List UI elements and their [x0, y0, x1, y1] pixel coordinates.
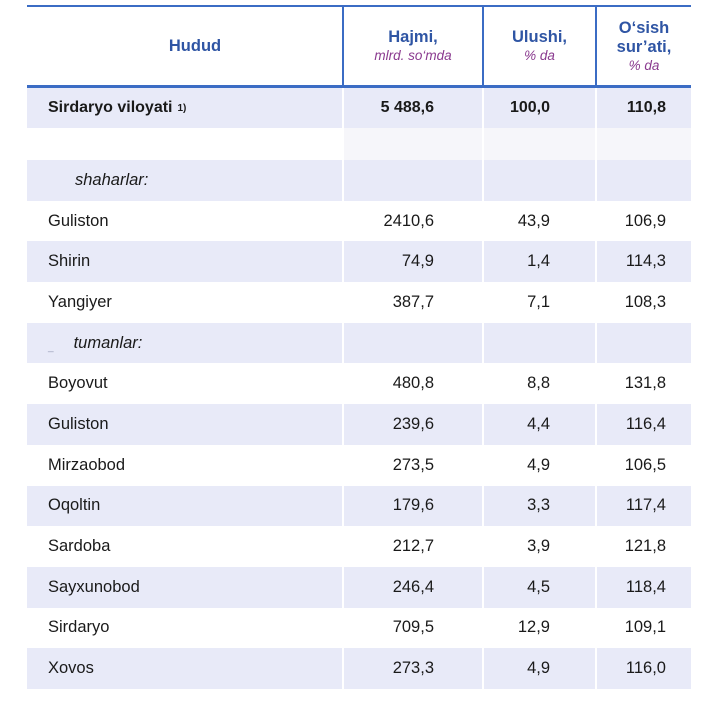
- volume-value: 273,3: [344, 648, 484, 689]
- section-label-districts-cell: _ tumanlar:: [27, 322, 344, 364]
- region-name: Guliston: [27, 404, 344, 445]
- spacer-row: [27, 128, 691, 160]
- growth-value: 114,3: [625, 252, 666, 271]
- volume-value: 74,9: [344, 241, 484, 283]
- growth-value: 108,3: [624, 292, 666, 311]
- volume-value: 212,7: [344, 526, 484, 567]
- header-region: Hudud: [27, 7, 344, 85]
- total-name: Sirdaryo viloyati: [48, 99, 173, 116]
- growth-value: 116,4: [625, 414, 666, 433]
- region-name: Shirin: [27, 241, 344, 283]
- share-value: 7,1: [484, 282, 597, 323]
- section-label-cities: shaharlar:: [27, 160, 344, 201]
- region-name: Mirzaobod: [27, 444, 344, 486]
- share-value: 12,9: [484, 607, 597, 649]
- share-value: 3,9: [484, 526, 597, 567]
- volume-value: 239,6: [344, 404, 484, 445]
- table-row: Shirin 74,9 1,4 114,3: [27, 241, 691, 283]
- growth-value: 118,4: [625, 577, 666, 596]
- growth-value: 109,1: [624, 618, 666, 637]
- total-row: Sirdaryo viloyati 1) 5 488,6 100,0 110,8: [27, 88, 691, 128]
- header-growth-label-a: O‘sish: [618, 18, 670, 37]
- header-region-label: Hudud: [168, 36, 222, 55]
- table-row: Sayxunobod 246,4 4,5 118,4: [27, 566, 691, 608]
- total-volume: 5 488,6: [344, 88, 484, 128]
- share-value: 43,9: [484, 200, 597, 242]
- section-mark: _: [48, 342, 54, 354]
- table-header: Hudud Hajmi, mlrd. so‘mda Ulushi, % da O…: [27, 5, 691, 88]
- region-name: Xovos: [27, 648, 344, 689]
- region-name: Oqoltin: [27, 485, 344, 527]
- table-row: Sardoba 212,7 3,9 121,8: [27, 526, 691, 567]
- volume-value: 480,8: [344, 363, 484, 405]
- share-value: 4,9: [484, 648, 597, 689]
- volume-value: 709,5: [344, 607, 484, 649]
- region-name: Boyovut: [27, 363, 344, 405]
- share-value: 4,4: [484, 404, 597, 445]
- share-value: 3,3: [484, 485, 597, 527]
- total-name-cell: Sirdaryo viloyati 1): [27, 88, 344, 128]
- volume-value: 273,5: [344, 444, 484, 486]
- header-share: Ulushi, % da: [484, 7, 597, 85]
- header-growth-unit: % da: [628, 57, 660, 73]
- table-row: Guliston 2410,6 43,9 106,9: [27, 200, 691, 242]
- share-value: 4,9: [484, 444, 597, 486]
- section-label-districts: tumanlar:: [73, 333, 143, 352]
- volume-value: 246,4: [344, 566, 484, 608]
- region-name: Sayxunobod: [27, 566, 344, 608]
- share-value: 4,5: [484, 566, 597, 608]
- growth-value: 131,8: [624, 374, 666, 393]
- header-growth: O‘sish sur’ati, % da: [597, 7, 691, 85]
- growth-value: 106,9: [624, 211, 666, 230]
- table-row: Yangiyer 387,7 7,1 108,3: [27, 282, 691, 323]
- region-name: Sardoba: [27, 526, 344, 567]
- region-name: Sirdaryo: [27, 607, 344, 649]
- header-volume-unit: mlrd. so‘mda: [374, 48, 452, 63]
- table-row: Oqoltin 179,6 3,3 117,4: [27, 485, 691, 527]
- share-value: 1,4: [484, 241, 597, 283]
- footnote-marker: 1): [177, 102, 187, 114]
- section-row-districts: _ tumanlar:: [27, 322, 691, 364]
- header-volume-label: Hajmi,: [388, 28, 438, 46]
- table-row: Mirzaobod 273,5 4,9 106,5: [27, 444, 691, 486]
- header-volume: Hajmi, mlrd. so‘mda: [344, 7, 484, 85]
- table-row: Boyovut 480,8 8,8 131,8: [27, 363, 691, 405]
- region-name: Yangiyer: [27, 282, 344, 323]
- share-value: 8,8: [484, 363, 597, 405]
- growth-value: 117,4: [625, 496, 666, 515]
- growth-value: 106,5: [624, 455, 666, 474]
- total-growth: 110,8: [626, 99, 666, 116]
- header-share-label: Ulushi,: [511, 28, 567, 46]
- regional-table: Hudud Hajmi, mlrd. so‘mda Ulushi, % da O…: [27, 5, 691, 689]
- volume-value: 387,7: [344, 282, 484, 323]
- table-row: Guliston 239,6 4,4 116,4: [27, 404, 691, 445]
- growth-value: 121,8: [624, 537, 666, 556]
- volume-value: 179,6: [344, 485, 484, 527]
- header-growth-label-b: sur’ati,: [616, 37, 672, 56]
- table-row: Sirdaryo 709,5 12,9 109,1: [27, 607, 691, 649]
- region-name: Guliston: [27, 200, 344, 242]
- total-share: 100,0: [484, 88, 597, 128]
- table-row: Xovos 273,3 4,9 116,0: [27, 648, 691, 689]
- growth-value: 116,0: [625, 659, 666, 678]
- header-share-unit: % da: [524, 48, 555, 63]
- section-row-cities: shaharlar:: [27, 160, 691, 201]
- volume-value: 2410,6: [344, 200, 484, 242]
